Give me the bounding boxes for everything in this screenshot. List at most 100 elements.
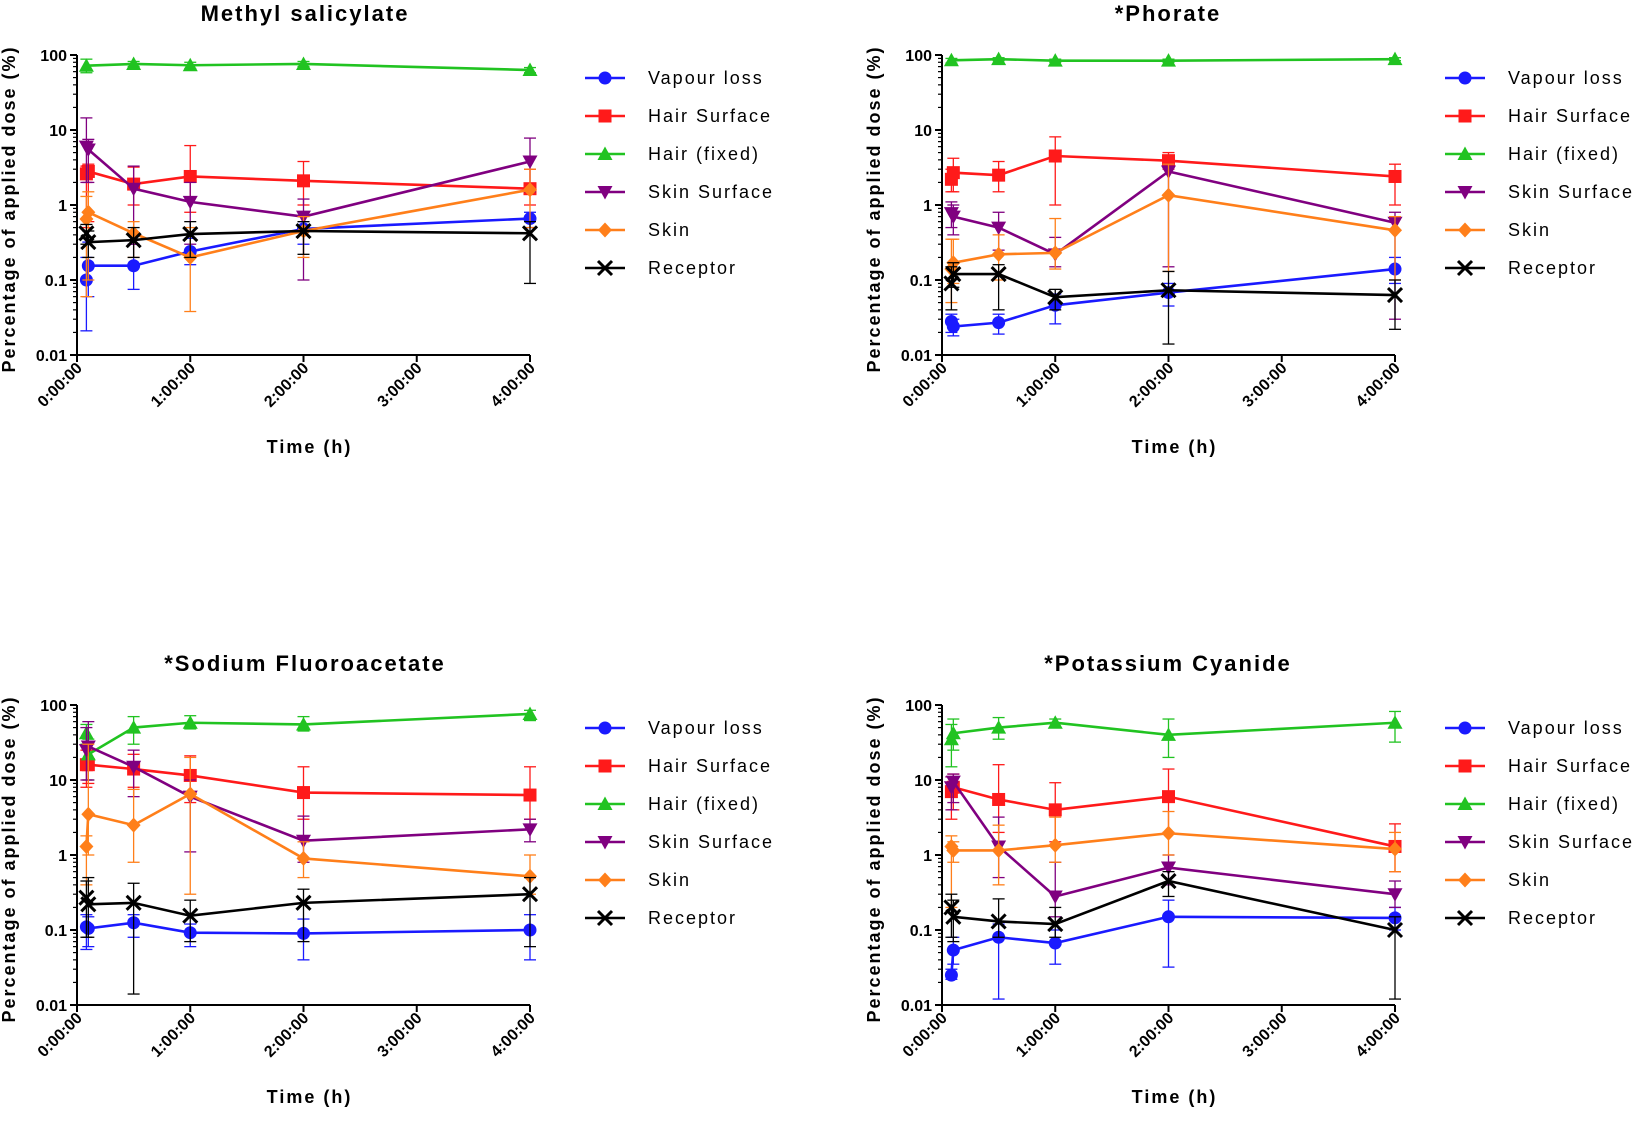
x-tick-label: 0:00:00 <box>35 360 86 411</box>
y-tick-label: 100 <box>40 698 67 715</box>
marker-stroke <box>78 889 95 906</box>
series-hair-fixed <box>943 51 1403 67</box>
y-tick-label: 1 <box>58 848 67 865</box>
data-point <box>1161 187 1176 203</box>
series-hair-fixed <box>78 706 538 781</box>
y-tick-label: 0.01 <box>901 998 932 1015</box>
x-tick-label: 2:00:00 <box>1126 360 1177 411</box>
legend-entry-hair-fixed: Hair (fixed) <box>585 144 760 164</box>
legend-label: Skin Surface <box>648 182 774 202</box>
y-tick-label: 10 <box>914 123 932 140</box>
y-tick-label: 10 <box>914 773 932 790</box>
legend-marker <box>1457 796 1473 810</box>
data-point <box>521 886 539 903</box>
y-axis-label: Percentage of applied dose (%) <box>0 45 19 372</box>
data-point <box>992 168 1006 182</box>
data-point <box>992 316 1006 330</box>
chart-panel-3: *Sodium Fluoroacetate 0.01 0.1 1 10 100 0:00:0… <box>0 651 774 1107</box>
data-point <box>1048 245 1063 261</box>
data-point <box>297 786 310 800</box>
y-tick-label: 0.1 <box>910 273 932 290</box>
marker-stroke <box>1160 872 1177 890</box>
legend-marker <box>598 222 612 238</box>
x-axis-label: Time (h) <box>267 1087 353 1107</box>
data-point <box>1161 53 1176 67</box>
legend-label: Receptor <box>1508 258 1597 278</box>
data-point <box>944 968 958 982</box>
data-point <box>1387 888 1403 902</box>
x-tick-label: 2:00:00 <box>261 360 312 411</box>
data-point <box>80 143 96 157</box>
chart-panel-4: *Potassium Cyanide 0.01 0.1 1 10 100 0:00:00 1:… <box>864 651 1632 1107</box>
y-axis-label: Percentage of applied dose (%) <box>864 695 884 1022</box>
data-point <box>182 195 198 210</box>
marker-stroke <box>125 232 142 249</box>
legend-entry-skin: Skin <box>585 220 689 240</box>
data-point <box>1161 861 1176 876</box>
marker-stroke <box>182 225 199 243</box>
legend-entry-vapour-loss: Vapour loss <box>1445 718 1622 738</box>
marker-stroke <box>80 896 97 913</box>
legend-label: Skin Surface <box>648 832 774 852</box>
legend-label: Hair (fixed) <box>648 144 760 164</box>
series-receptor <box>78 220 539 285</box>
legend-entry-skin: Skin <box>1445 870 1551 890</box>
x-tick-label: 3:00:00 <box>1240 1010 1291 1061</box>
y-tick-label: 0.01 <box>901 348 932 365</box>
x-tick-label: 3:00:00 <box>375 360 426 411</box>
data-point <box>1160 872 1177 890</box>
data-point <box>1387 715 1403 729</box>
series-line <box>950 193 1396 270</box>
legend-entry-receptor: Receptor <box>585 908 735 928</box>
legend-entry-hair-surface: Hair Surface <box>1445 106 1630 126</box>
chart-title: *Sodium Fluoroacetate <box>164 651 446 676</box>
data-point <box>1386 921 1404 939</box>
legend-entry-vapour-loss: Vapour loss <box>585 68 762 88</box>
chart-title: *Potassium Cyanide <box>1044 651 1292 676</box>
data-point <box>946 319 960 333</box>
legend-entry-hair-surface: Hair Surface <box>585 106 772 126</box>
legend-marker <box>596 909 614 927</box>
legend-entry-skin: Skin <box>585 870 691 890</box>
y-tick-label: 10 <box>49 123 67 140</box>
marker-stroke <box>78 225 95 242</box>
data-point <box>945 725 961 740</box>
series-hair-fixed <box>943 710 1403 768</box>
marker-stroke <box>990 913 1007 930</box>
data-point <box>182 907 199 924</box>
data-point <box>946 943 960 957</box>
x-tick-label: 4:00:00 <box>488 1010 539 1061</box>
legend: Vapour loss Hair Surface Hair (fixed) Skin … <box>585 68 774 278</box>
data-point <box>125 232 142 249</box>
data-point <box>945 266 962 283</box>
data-point <box>183 786 198 802</box>
legend-marker <box>598 721 612 735</box>
data-point <box>523 182 537 198</box>
data-point <box>1388 169 1402 183</box>
data-point <box>991 720 1007 734</box>
data-point <box>1162 910 1175 924</box>
data-point <box>1047 916 1064 933</box>
data-point <box>127 259 141 273</box>
data-point <box>81 806 96 822</box>
data-point <box>182 57 198 72</box>
y-tick-label: 0.01 <box>36 348 67 365</box>
legend-marker <box>597 796 613 810</box>
data-point <box>522 62 538 77</box>
series-hair-surface <box>944 136 1402 206</box>
data-point <box>1161 825 1176 841</box>
legend-label: Hair Surface <box>648 106 772 126</box>
legend-entry-skin-surface: Skin Surface <box>585 832 774 852</box>
legend-label: Skin <box>1508 870 1551 890</box>
data-point <box>182 225 199 243</box>
data-point <box>1047 289 1064 306</box>
data-point <box>126 760 142 775</box>
series-receptor <box>943 870 1404 1000</box>
data-point <box>1161 727 1176 741</box>
data-point <box>523 788 537 802</box>
x-tick-label: 0:00:00 <box>900 1010 951 1061</box>
y-tick-label: 0.1 <box>910 923 932 940</box>
legend-label: Skin <box>648 870 691 890</box>
x-tick-label: 4:00:00 <box>488 360 539 411</box>
